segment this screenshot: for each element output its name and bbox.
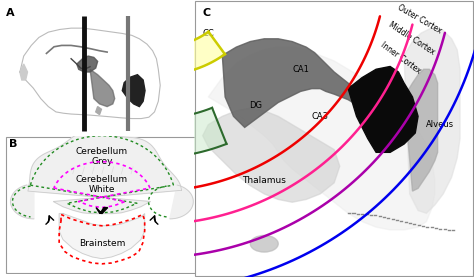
Text: C: C xyxy=(203,8,211,18)
Text: Inner Cortex: Inner Cortex xyxy=(379,40,423,76)
Polygon shape xyxy=(122,75,145,107)
Polygon shape xyxy=(96,207,108,214)
Polygon shape xyxy=(222,39,396,138)
Polygon shape xyxy=(90,69,115,107)
Text: Brainstem: Brainstem xyxy=(79,238,125,248)
Polygon shape xyxy=(20,64,27,80)
Text: Thalamus: Thalamus xyxy=(242,176,286,184)
Text: Cerebellum
White: Cerebellum White xyxy=(76,175,128,194)
Text: Cerebellum
Grey: Cerebellum Grey xyxy=(76,147,128,166)
Polygon shape xyxy=(170,185,193,219)
Polygon shape xyxy=(203,108,340,202)
Polygon shape xyxy=(404,69,438,191)
Polygon shape xyxy=(28,131,182,214)
Polygon shape xyxy=(77,56,98,72)
Text: Middle Cortex: Middle Cortex xyxy=(387,20,437,57)
Text: CA1: CA1 xyxy=(292,65,309,74)
Polygon shape xyxy=(10,185,34,219)
Text: A: A xyxy=(6,8,14,18)
FancyBboxPatch shape xyxy=(195,1,474,276)
Polygon shape xyxy=(62,55,152,111)
Polygon shape xyxy=(61,102,227,158)
Text: CC: CC xyxy=(202,29,214,38)
FancyBboxPatch shape xyxy=(6,137,198,273)
Text: Outer Cortex: Outer Cortex xyxy=(396,3,443,36)
Polygon shape xyxy=(348,66,418,152)
Text: CA3: CA3 xyxy=(312,112,328,121)
Polygon shape xyxy=(59,214,145,259)
Polygon shape xyxy=(83,24,225,75)
Polygon shape xyxy=(404,28,460,213)
Polygon shape xyxy=(0,91,88,175)
Polygon shape xyxy=(208,47,435,230)
Polygon shape xyxy=(96,107,101,115)
Text: Alveus: Alveus xyxy=(427,120,455,129)
Ellipse shape xyxy=(250,235,278,252)
Text: B: B xyxy=(9,139,17,149)
Text: DG: DG xyxy=(249,101,263,110)
